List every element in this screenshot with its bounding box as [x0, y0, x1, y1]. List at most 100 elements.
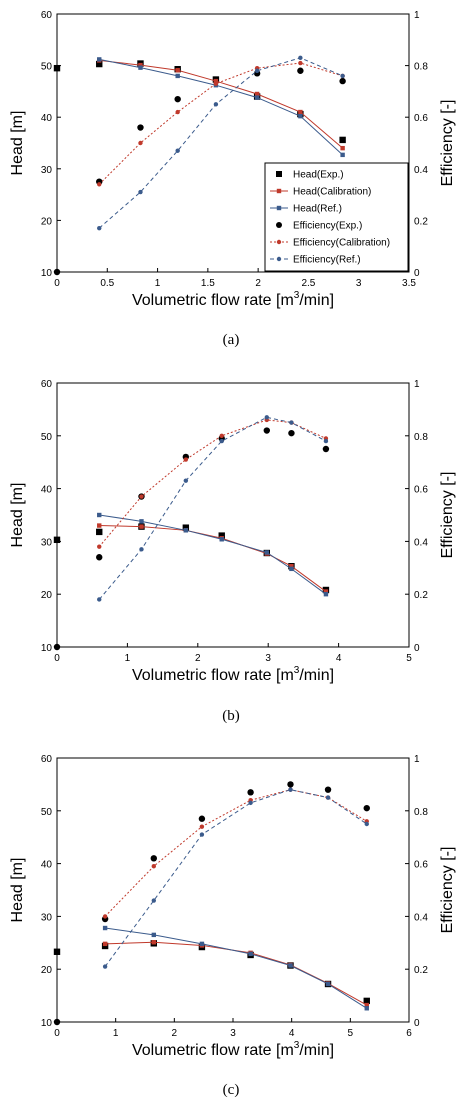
- data-point: [219, 438, 224, 444]
- data-point: [175, 68, 180, 73]
- chart-1: 0 0.5 1 1.5 2 2.5 3 3.510203040506000.20.40.60.…: [9, 10, 456, 348]
- series-line: [105, 927, 368, 1009]
- series-head-ref: [97, 57, 345, 158]
- x-axis-label-sup: 3: [294, 290, 300, 301]
- series-line: [98, 416, 327, 600]
- y2-tick-label: 0.6: [414, 860, 428, 871]
- data-point: [53, 1018, 61, 1026]
- data-point: [254, 91, 260, 97]
- y2-axis-label: Efficiency [-]: [439, 472, 456, 559]
- chart-3: 0 1 2 3 4 5 610203040506000.20.40.60.81Volumet…: [9, 754, 456, 1098]
- y2-tick-label: 0.8: [414, 432, 428, 443]
- x-tick-label: 0.5: [100, 278, 114, 289]
- data-point: [340, 73, 345, 79]
- x-axis-label-tail: /min]: [299, 667, 334, 684]
- y-tick-label: 10: [41, 643, 53, 654]
- series-efficiency-ref: [97, 55, 345, 231]
- data-point: [96, 60, 103, 68]
- y-tick-label: 20: [41, 590, 53, 601]
- x-tick-label: 1: [113, 1028, 119, 1039]
- plot-frame: [56, 382, 410, 648]
- data-point: [219, 537, 224, 542]
- y-tick-label: 20: [41, 965, 53, 976]
- data-point: [287, 781, 294, 788]
- legend-label: Head(Ref.): [293, 204, 342, 215]
- x-axis-label-main: Volumetric flow rate [m: [132, 292, 294, 309]
- y2-tick-label: 0.6: [414, 485, 428, 496]
- data-point: [254, 68, 260, 73]
- legend: Head(Exp.) Head(Calibration) Head(Ref.) Eff…: [264, 162, 409, 272]
- data-point: [102, 914, 108, 919]
- data-point: [102, 925, 108, 931]
- data-point: [151, 940, 156, 945]
- y-tick-label: 40: [41, 860, 53, 871]
- data-point: [288, 429, 295, 437]
- data-point: [139, 494, 144, 499]
- data-point: [323, 589, 329, 594]
- data-point: [198, 815, 206, 822]
- data-point: [53, 536, 61, 544]
- y2-tick-label: 1: [414, 379, 420, 390]
- data-point: [340, 152, 345, 158]
- data-point: [218, 532, 225, 539]
- data-point: [339, 136, 346, 144]
- data-point: [199, 824, 205, 829]
- y-tick-label: 20: [41, 216, 53, 227]
- data-point: [298, 60, 303, 66]
- data-point: [174, 95, 181, 103]
- data-point: [219, 433, 224, 438]
- data-point: [97, 523, 102, 528]
- y-tick-label: 30: [41, 912, 53, 923]
- legend-label: Efficiency(Ref.): [293, 255, 361, 266]
- y2-tick-label: 1: [414, 754, 420, 765]
- data-point: [263, 427, 270, 434]
- plot-frame: [56, 13, 410, 273]
- x-tick-label: 6: [406, 1028, 412, 1039]
- y-tick-label: 50: [41, 62, 53, 73]
- data-point: [96, 554, 103, 561]
- y2-tick-label: 0.2: [414, 216, 428, 227]
- x-tick-label: 2: [195, 653, 201, 664]
- data-point: [53, 948, 61, 955]
- x-tick-label: 2.5: [301, 278, 315, 289]
- y2-tick-label: 1: [414, 10, 420, 21]
- y-axis-label: Head [m]: [9, 111, 26, 176]
- data-point: [53, 268, 61, 276]
- data-point: [264, 415, 269, 420]
- y-tick-label: 10: [41, 1018, 53, 1029]
- x-axis-label: Volumetric flow rate [m3/min]: [132, 1040, 334, 1059]
- plot-frame: [56, 757, 410, 1023]
- data-point: [323, 438, 329, 444]
- data-point: [289, 564, 294, 569]
- x-tick-label: 4: [289, 1028, 295, 1039]
- data-point: [175, 73, 180, 79]
- data-point: [53, 64, 61, 72]
- x-tick-label: 2: [172, 1028, 178, 1039]
- y-tick-label: 10: [41, 268, 53, 279]
- y-tick-label: 60: [41, 10, 53, 21]
- x-axis-label-sup: 3: [294, 1040, 300, 1051]
- x-tick-label: 5: [348, 1028, 354, 1039]
- y2-tick-label: 0.6: [414, 113, 428, 124]
- data-point: [363, 997, 370, 1005]
- y-tick-label: 60: [41, 379, 53, 390]
- data-point: [298, 109, 303, 115]
- x-tick-label: 1: [125, 653, 131, 664]
- data-point: [254, 95, 260, 100]
- legend-label: Head(Exp.): [293, 170, 344, 181]
- series-line: [105, 941, 368, 1006]
- x-tick-label: 0: [54, 1028, 60, 1039]
- x-axis-label-sup: 3: [294, 665, 300, 676]
- data-point: [150, 855, 157, 862]
- data-point: [151, 864, 156, 869]
- data-point: [363, 804, 370, 812]
- data-point: [53, 643, 61, 651]
- data-point: [139, 519, 144, 524]
- chart-2: 0 1 2 3 4 510203040506000.20.40.60.81Volumetr…: [9, 379, 456, 724]
- data-point: [297, 67, 304, 74]
- x-tick-label: 3.5: [402, 278, 416, 289]
- series-line: [99, 59, 343, 149]
- data-point: [364, 821, 369, 827]
- data-point: [248, 800, 253, 806]
- x-tick-label: 4: [336, 653, 342, 664]
